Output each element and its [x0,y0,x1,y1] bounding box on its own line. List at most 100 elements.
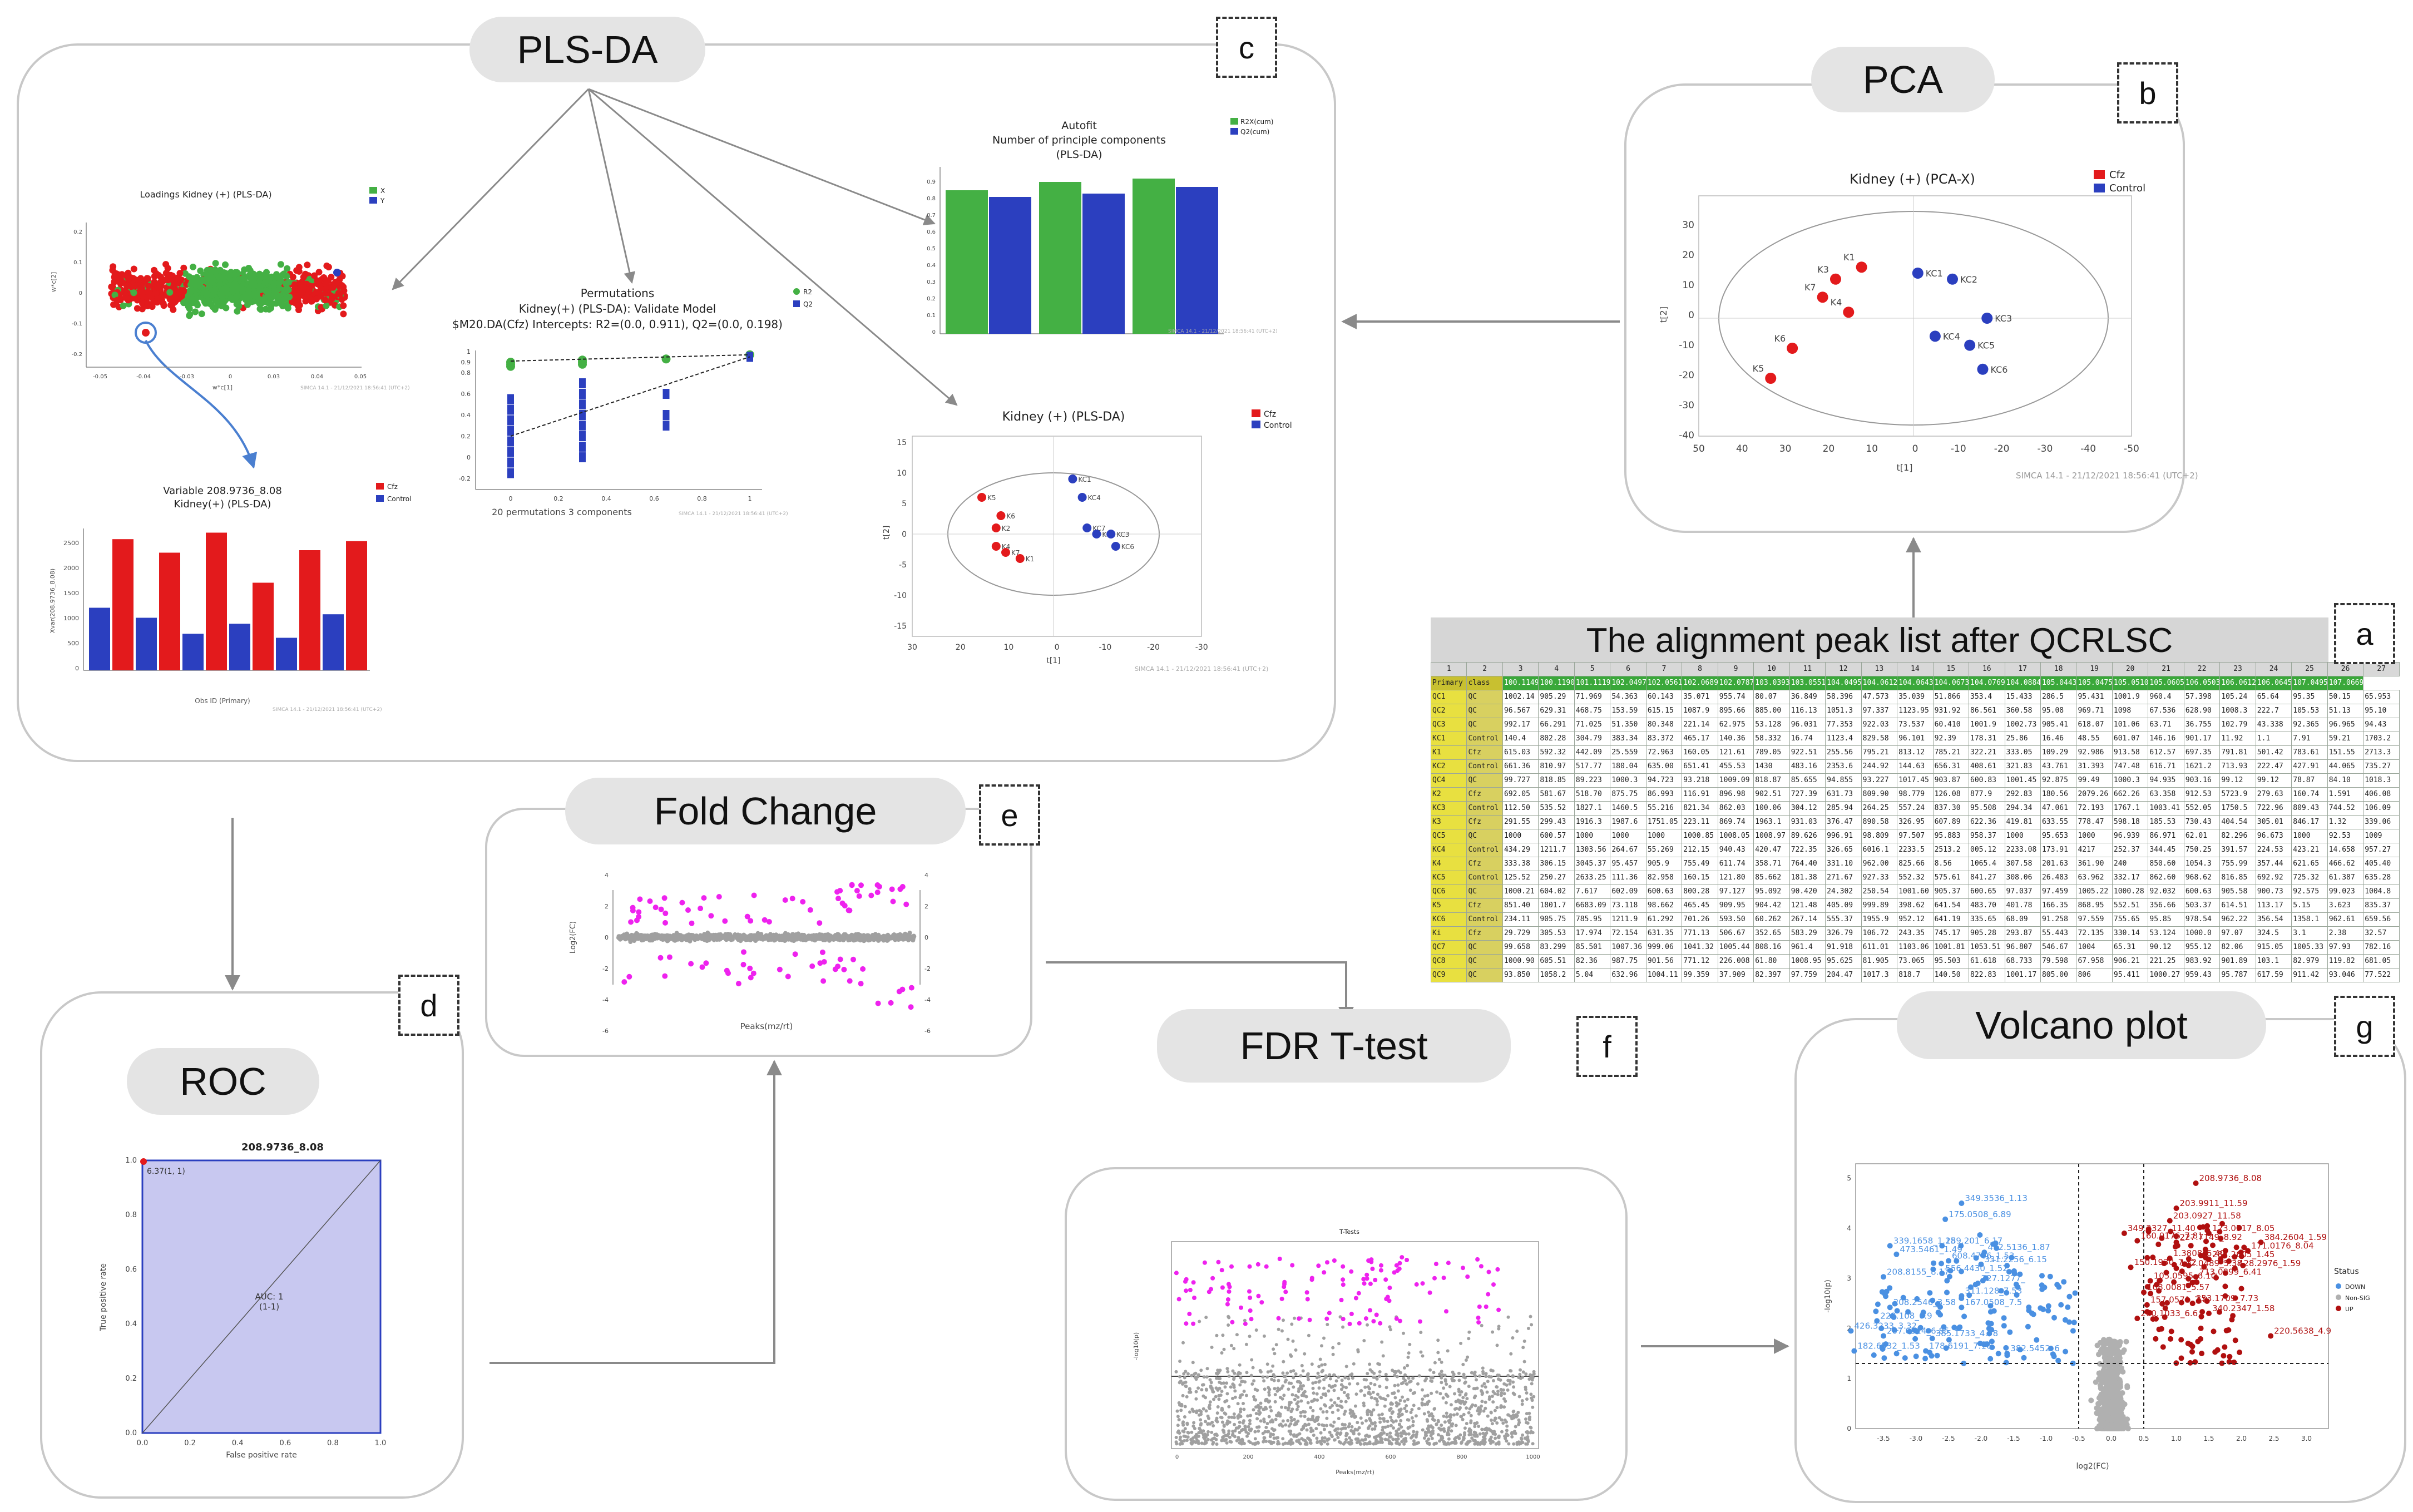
ttest-point-nonsig [1178,1442,1182,1446]
ttest-point-nonsig [1281,1419,1285,1423]
ttest-point-nonsig [1425,1434,1428,1437]
fc-ytick-right: -2 [924,965,931,972]
ttest-point-nonsig [1378,1416,1382,1420]
fc-point-sig [750,970,756,976]
loadings-ytick: -0.1 [71,321,82,327]
ttest-point-nonsig [1206,1437,1210,1441]
ttest-point-nonsig [1326,1323,1329,1326]
ttest-point-nonsig [1296,1419,1300,1423]
volcano-xtick: 2.0 [2236,1435,2247,1442]
ttest-point-nonsig [1212,1397,1215,1401]
loadings-point-green [233,300,240,308]
ttest-point-nonsig [1308,1441,1312,1445]
ttest-point-nonsig [1239,1376,1243,1380]
autofit-ytick: 0.7 [927,213,936,219]
volcano-point-down [1958,1243,1964,1249]
pca-xtick: -30 [2038,443,2053,454]
ttest-point-nonsig [1289,1410,1293,1414]
loadings-point-red [302,285,309,292]
ttest-point-nonsig [1303,1390,1307,1394]
volcano-point-nonsig [2119,1390,2125,1396]
ttest-point-nonsig [1381,1428,1384,1432]
fc-ytick: -2 [602,965,609,972]
ttest-point-sig [1349,1311,1354,1316]
ttest-point-nonsig [1299,1414,1303,1418]
ttest-point-nonsig [1192,1421,1196,1425]
ttest-point-nonsig [1237,1437,1241,1441]
table-cell: 104.0673_1.74 [1932,676,1970,690]
ttest-point-nonsig [1206,1430,1210,1434]
roc-plot: 208.9736_8.08 6.37(1, 1) AUC: 1 (1-1) Tr… [99,1142,386,1460]
ttest-point-nonsig [1497,1373,1501,1377]
peak-table: 1 2 3 4 5 6 7 8 9 10 11 12 13 14 15 16 17 18 19 20 21 22 23 24 2… [1430,662,2400,982]
ttest-point-sig [1184,1321,1189,1326]
ttest-point-nonsig [1267,1415,1271,1419]
volcano-point-up [2232,1266,2238,1271]
ttest-point-nonsig [1217,1397,1221,1401]
ttest-point-nonsig [1478,1432,1482,1436]
ttest-point-nonsig [1444,1401,1448,1405]
loadings-point-green [262,305,269,313]
ttest-point-nonsig [1281,1384,1285,1388]
ttest-point-sig [1484,1305,1489,1309]
ttest-point-nonsig [1509,1369,1512,1372]
pca-title: Kidney (+) (PCA-X) [1850,171,1975,187]
ttest-point-nonsig [1227,1405,1231,1409]
ttest-point-nonsig [1506,1373,1510,1377]
ttest-point-nonsig [1389,1415,1393,1419]
table-cell: 106.0503_7.12 [2183,676,2221,690]
ttest-point-nonsig [1448,1415,1452,1419]
volcano-point-up [2144,1302,2150,1308]
ttest-point-nonsig [1462,1412,1466,1416]
ttest-point-nonsig [1407,1351,1411,1355]
legend-up: UP [2345,1306,2353,1313]
ttest-point-nonsig [1525,1436,1529,1440]
variable-ytick: 2000 [63,565,79,572]
ttest-point-nonsig [1457,1390,1461,1394]
ttest-point-nonsig [1304,1424,1308,1427]
loadings-point-green [197,267,204,274]
ttest-point-sig [1496,1307,1501,1312]
ttest-point-nonsig [1348,1436,1352,1440]
volcano-point-up [2210,1242,2216,1248]
ttest-point-sig [1309,1276,1314,1281]
ttest-point-nonsig [1262,1436,1266,1440]
volcano-point-down [1944,1289,1950,1296]
fc-point-nonsig [848,935,853,940]
volcano-point-up [2222,1344,2228,1350]
table-cell: 25 [2291,662,2328,676]
volcano-point-down [1923,1348,1929,1354]
volcano-point-down [2014,1292,2020,1298]
ttest-point-nonsig [1427,1400,1431,1404]
fc-point-nonsig [693,936,698,941]
fc-point-nonsig [906,932,911,937]
ttest-point-sig [1202,1260,1207,1265]
volcano-point-down [1954,1258,1960,1264]
ttest-point-nonsig [1294,1372,1298,1376]
volcano-point-down [1941,1324,1947,1330]
pca-point-label: K7 [1804,282,1816,293]
pca-xtick: 10 [1866,443,1878,454]
volcano-point-nonsig [2100,1389,2107,1395]
ttest-point-sig [1341,1277,1346,1282]
fc-point-nonsig [777,934,782,939]
ttest-point-nonsig [1344,1437,1348,1441]
ttest-point-nonsig [1505,1429,1509,1432]
ttest-point-nonsig [1427,1425,1431,1429]
ttest-point-nonsig [1281,1437,1285,1441]
ttest-point-nonsig [1351,1376,1354,1380]
fc-point-nonsig [686,933,691,938]
fold-change-ylabel: Log2(FC) [569,921,577,953]
ttest-point-nonsig [1473,1394,1477,1398]
volcano-point-down [1881,1274,1886,1280]
ttest-point-nonsig [1294,1394,1298,1397]
ttest-point-nonsig [1356,1428,1359,1432]
ttest-point-nonsig [1303,1442,1307,1446]
loadings-point-green [283,285,290,291]
volcano-point-nonsig [2096,1400,2102,1406]
ttest-point-nonsig [1497,1416,1501,1420]
ttest-point-sig [1248,1295,1253,1300]
loadings-point-green [231,280,238,288]
ttest-point-nonsig [1323,1427,1326,1431]
volcano-label-up: 200.1033_6.6 [2140,1308,2198,1319]
